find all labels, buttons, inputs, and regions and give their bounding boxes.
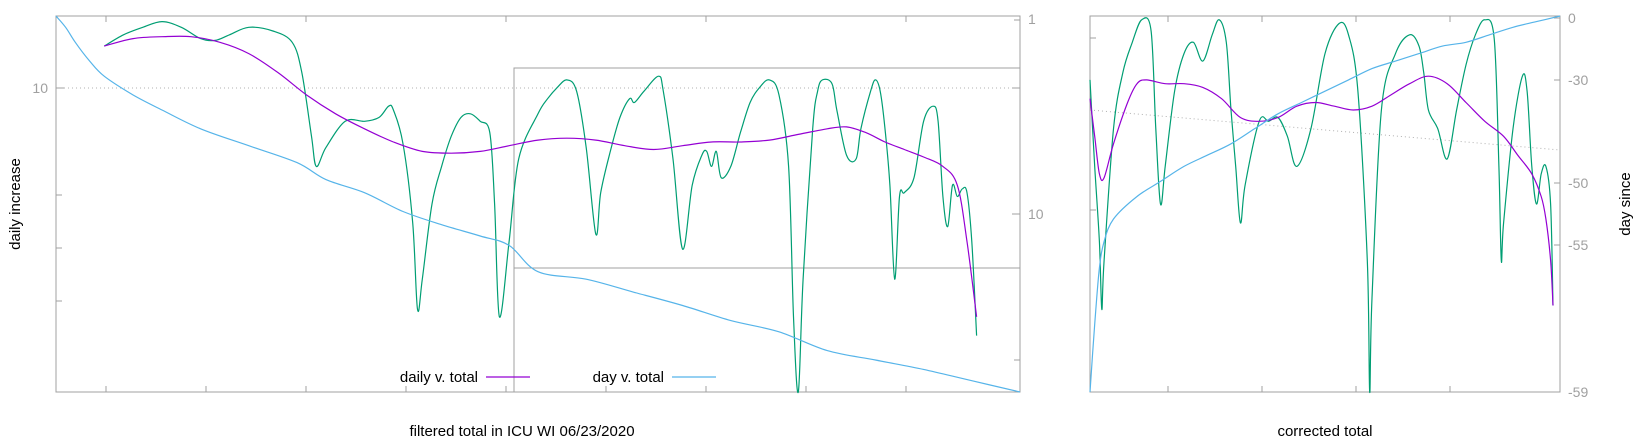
legend: daily v. total day v. total bbox=[400, 369, 716, 386]
left-plot-frame bbox=[55, 15, 1021, 393]
left-inset-frame bbox=[513, 67, 1021, 393]
right-x-axis-label: corrected total bbox=[1277, 423, 1372, 440]
left-y2-tick-label: 1 bbox=[1028, 11, 1036, 27]
left-y-ticks bbox=[56, 19, 1020, 361]
right-y2-tick-label: -30 bbox=[1568, 72, 1588, 88]
right-series-group bbox=[1089, 15, 1561, 393]
right-y-axis-label: day since bbox=[1617, 172, 1634, 235]
right-y2-tick-label: 0 bbox=[1568, 10, 1576, 26]
left-y2-tick-label: 10 bbox=[1028, 206, 1044, 222]
daily-series-line bbox=[1089, 75, 1554, 306]
right-y2-tick-label: -50 bbox=[1568, 175, 1588, 191]
right-x-ticks bbox=[1167, 16, 1451, 392]
right-reference-line bbox=[1089, 109, 1561, 151]
right-y2-tick-label: -59 bbox=[1568, 384, 1588, 400]
raw-series-line bbox=[1089, 17, 1554, 393]
left-y-tick-label: 10 bbox=[32, 80, 48, 96]
legend-label-day: day v. total bbox=[593, 369, 664, 386]
left-series-group bbox=[55, 15, 1021, 394]
right-plot-frame bbox=[1089, 15, 1561, 393]
legend-label-daily: daily v. total bbox=[400, 369, 478, 386]
left-panel: 10 1 10 daily increase filtered total in… bbox=[7, 11, 1044, 440]
right-y-ticks bbox=[1090, 17, 1560, 393]
left-y-axis-label: daily increase bbox=[7, 158, 24, 250]
left-x-axis-label: filtered total in ICU WI 06/23/2020 bbox=[409, 423, 634, 440]
right-y2-tick-label: -55 bbox=[1568, 237, 1588, 253]
day-series-line bbox=[55, 15, 1021, 393]
raw-series-line bbox=[103, 20, 978, 394]
left-x-ticks bbox=[105, 16, 907, 392]
right-panel: 0 -30 -50 -55 -59 day since corrected to… bbox=[1089, 10, 1634, 440]
day-series-line bbox=[1089, 15, 1561, 393]
daily-series-line bbox=[104, 35, 978, 317]
